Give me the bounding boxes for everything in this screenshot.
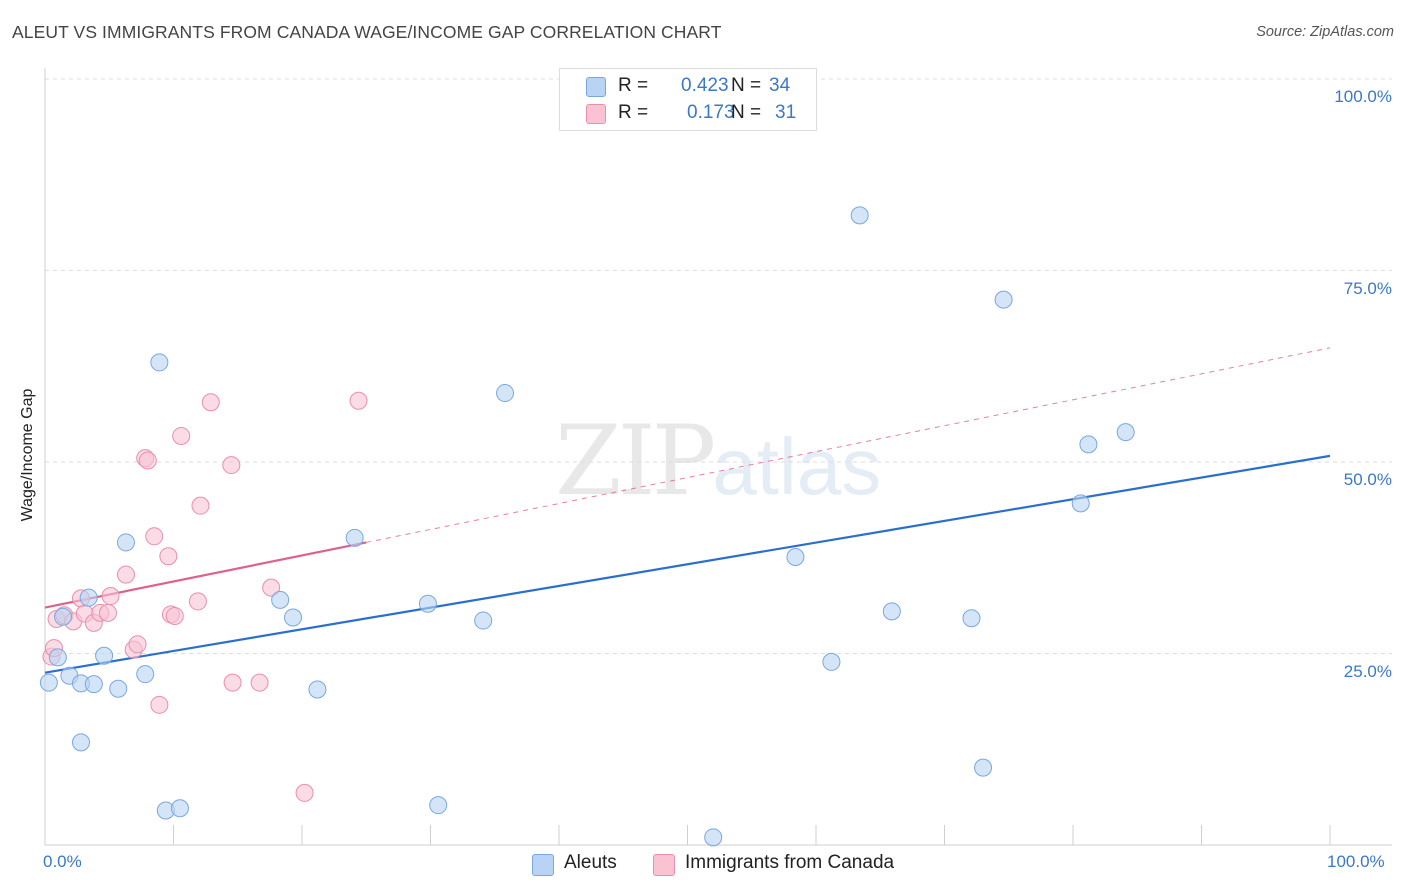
point-aleuts bbox=[109, 679, 128, 698]
watermark-zip: ZIP bbox=[555, 405, 716, 517]
chart-title: ALEUT VS IMMIGRANTS FROM CANADA WAGE/INC… bbox=[12, 22, 722, 42]
point-canada bbox=[349, 391, 368, 410]
legend-r-label: R = bbox=[618, 102, 649, 123]
bottom-legend-swatch-canada bbox=[653, 854, 675, 876]
correlation-legend: R = 0.423 N = 34 R = 0.173 N = 31 bbox=[559, 68, 817, 131]
point-aleuts bbox=[786, 547, 805, 566]
point-aleuts bbox=[1071, 494, 1090, 513]
point-aleuts bbox=[284, 608, 303, 627]
point-aleuts bbox=[962, 609, 981, 628]
bottom-legend-label-aleuts: Aleuts bbox=[564, 852, 617, 873]
point-aleuts bbox=[496, 384, 515, 403]
point-aleuts bbox=[116, 533, 135, 552]
point-canada bbox=[165, 606, 184, 625]
point-aleuts bbox=[308, 680, 327, 699]
point-canada bbox=[98, 603, 117, 622]
point-aleuts bbox=[418, 594, 437, 613]
point-aleuts bbox=[48, 648, 67, 667]
watermark: ZIPatlas bbox=[555, 405, 881, 517]
point-aleuts bbox=[170, 799, 189, 818]
point-aleuts bbox=[53, 607, 72, 626]
point-aleuts bbox=[704, 828, 723, 847]
legend-row-canada: R = 0.173 N = 31 bbox=[586, 102, 806, 126]
point-canada bbox=[159, 547, 178, 566]
y-axis-label: Wage/Income Gap bbox=[19, 388, 36, 522]
point-canada bbox=[250, 673, 269, 692]
legend-row-aleuts: R = 0.423 N = 34 bbox=[586, 75, 806, 99]
point-aleuts bbox=[474, 611, 493, 630]
point-canada bbox=[101, 587, 120, 606]
trend-extension-canada bbox=[366, 347, 1331, 543]
point-aleuts bbox=[39, 673, 58, 692]
legend-swatch-canada bbox=[586, 104, 606, 124]
legend-r-value-canada: 0.173 bbox=[687, 102, 735, 123]
bottom-legend-label-canada: Immigrants from Canada bbox=[685, 852, 895, 873]
point-canada bbox=[116, 565, 135, 584]
point-aleuts bbox=[136, 665, 155, 684]
trend-line-canada bbox=[44, 541, 367, 609]
trend-lines bbox=[44, 347, 1331, 674]
y-tick-label-100: 100.0% bbox=[1334, 87, 1392, 106]
point-aleuts bbox=[1079, 435, 1098, 454]
bottom-legend-swatch-aleuts bbox=[532, 854, 554, 876]
point-aleuts bbox=[71, 733, 90, 752]
legend-r-label: R = bbox=[618, 75, 649, 96]
legend-swatch-aleuts bbox=[586, 77, 606, 97]
legend-n-label: N = bbox=[731, 102, 762, 123]
point-canada bbox=[188, 592, 207, 611]
y-tick-label-75: 75.0% bbox=[1343, 278, 1392, 298]
y-tick-label-50: 50.0% bbox=[1343, 470, 1392, 489]
point-aleuts bbox=[150, 353, 169, 372]
point-aleuts bbox=[345, 528, 364, 547]
y-tick-label-25: 25.0% bbox=[1343, 661, 1392, 681]
point-canada bbox=[295, 783, 314, 802]
point-aleuts bbox=[84, 675, 103, 694]
point-canada bbox=[262, 578, 281, 597]
point-canada bbox=[223, 673, 242, 692]
point-canada bbox=[191, 496, 210, 515]
point-canada bbox=[172, 426, 191, 445]
source-label: Source: ZipAtlas.com bbox=[1256, 24, 1394, 40]
point-aleuts bbox=[271, 590, 290, 609]
point-aleuts bbox=[850, 206, 869, 225]
trend-line-aleuts bbox=[44, 454, 1331, 674]
legend-n-value-aleuts: 34 bbox=[769, 75, 791, 96]
legend-r-value-aleuts: 0.423 bbox=[681, 75, 729, 96]
axes bbox=[44, 68, 1392, 846]
point-canada bbox=[201, 393, 220, 412]
x-tick-min: 0.0% bbox=[43, 852, 82, 871]
legend-n-label: N = bbox=[731, 75, 762, 96]
point-aleuts bbox=[429, 796, 448, 815]
point-aleuts bbox=[1116, 423, 1135, 442]
point-canada bbox=[128, 635, 147, 654]
point-aleuts bbox=[974, 758, 993, 777]
point-canada bbox=[150, 695, 169, 714]
point-aleuts bbox=[95, 646, 114, 665]
x-tick-max: 100.0% bbox=[1327, 852, 1385, 871]
point-canada bbox=[145, 527, 164, 546]
data-points bbox=[39, 206, 1135, 847]
point-canada bbox=[222, 456, 241, 475]
point-canada bbox=[138, 451, 157, 470]
point-aleuts bbox=[79, 588, 98, 607]
point-aleuts bbox=[822, 652, 841, 671]
point-aleuts bbox=[882, 602, 901, 621]
point-aleuts bbox=[994, 290, 1013, 309]
legend-n-value-canada: 31 bbox=[775, 102, 797, 123]
